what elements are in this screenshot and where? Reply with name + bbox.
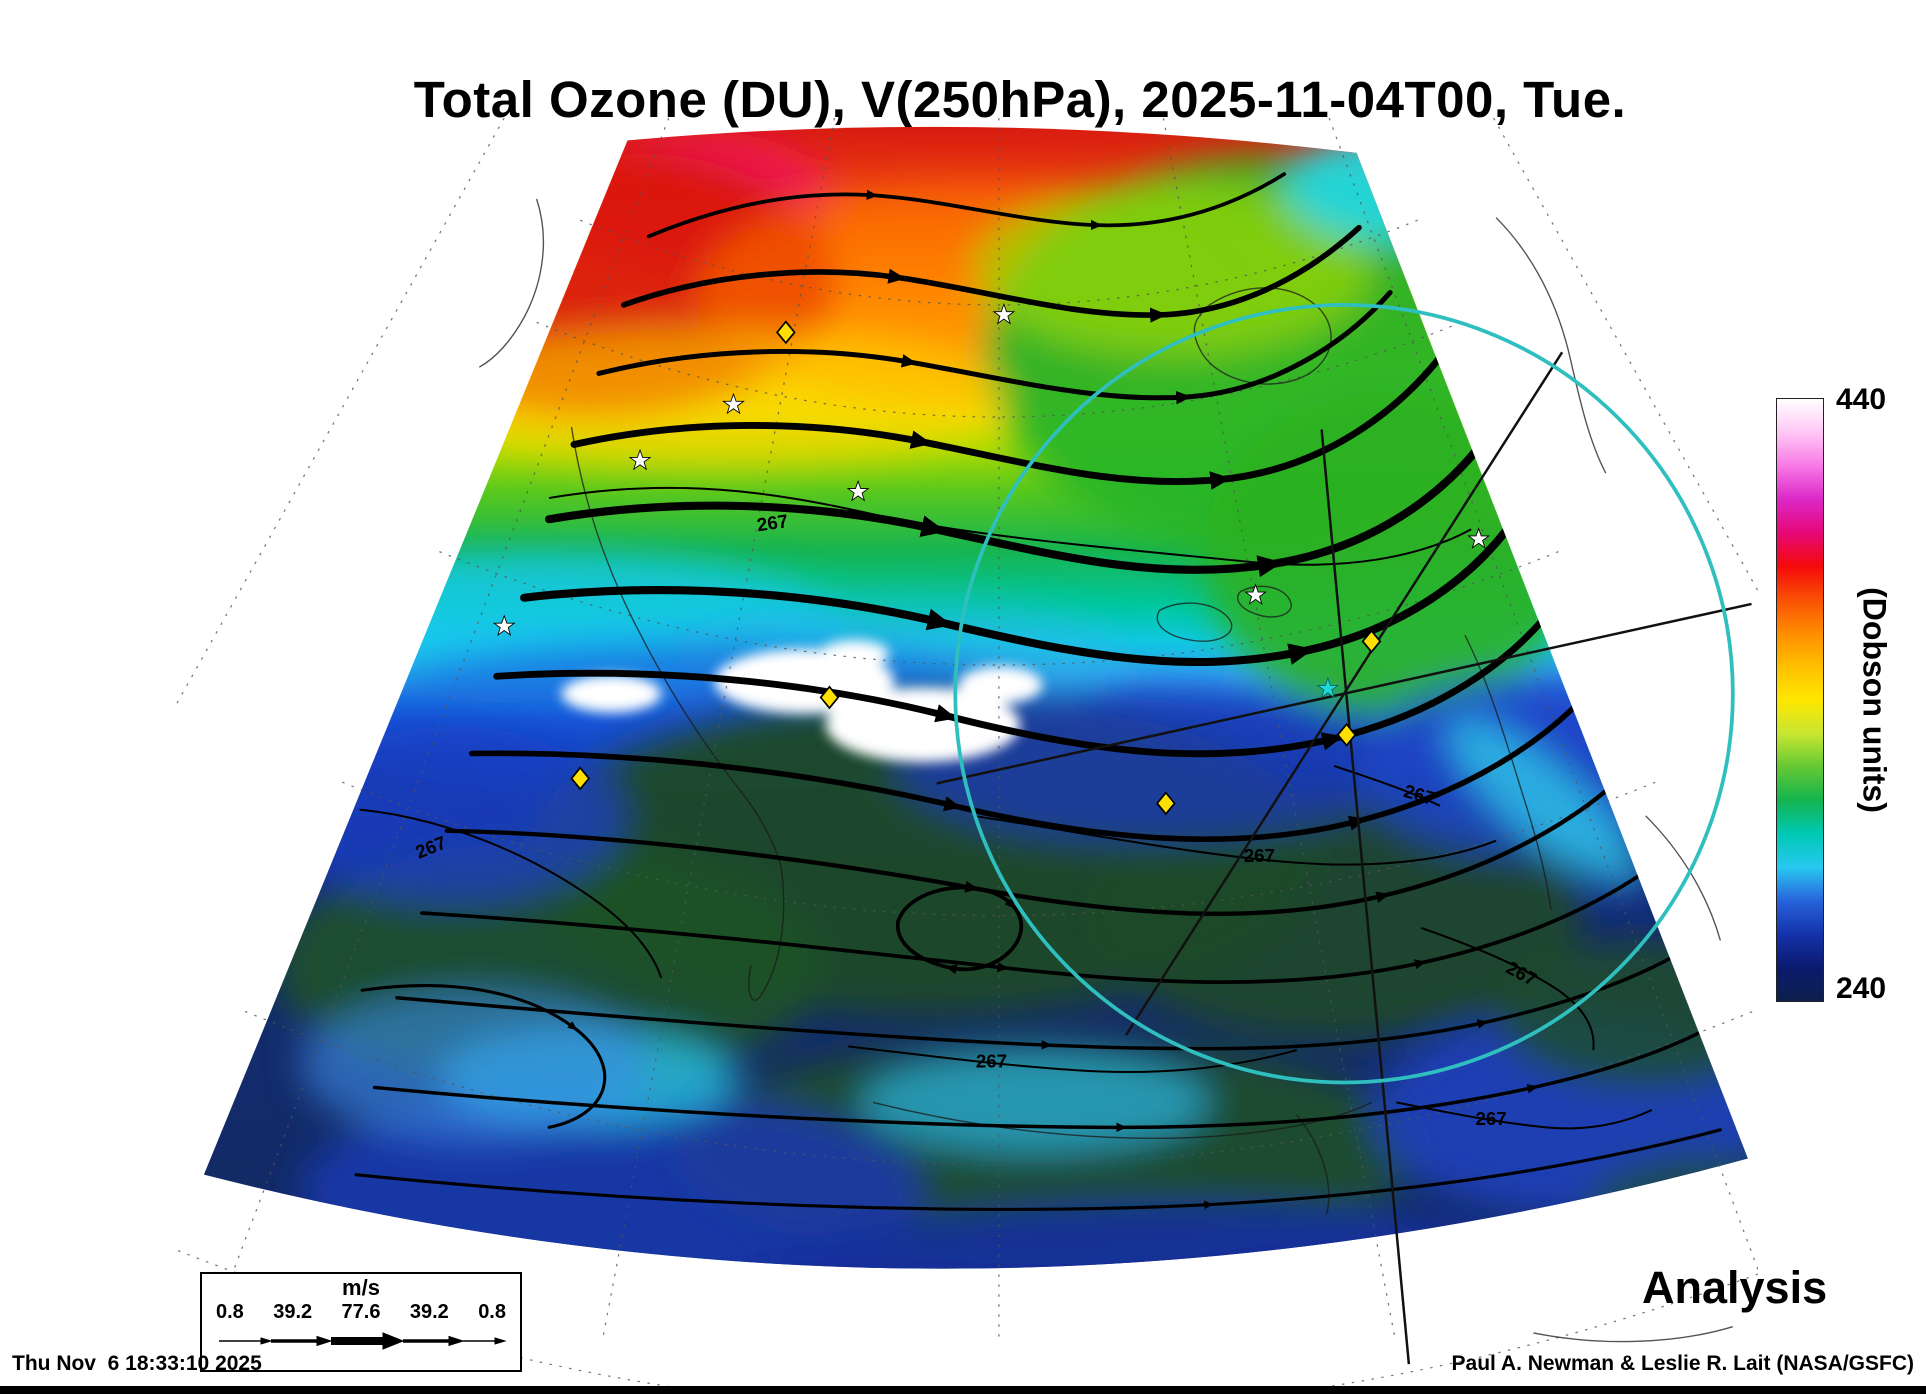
bottom-border bbox=[0, 1386, 1926, 1394]
cross-section-lines bbox=[936, 351, 1752, 1365]
wind-legend-values: 0.8 39.2 77.6 39.2 0.8 bbox=[202, 1300, 520, 1324]
wind-arrowhead bbox=[494, 1337, 507, 1345]
wind-legend-value: 77.6 bbox=[341, 1301, 381, 1323]
wind-legend-value: 0.8 bbox=[478, 1301, 506, 1323]
coastlines bbox=[478, 198, 1734, 1343]
contour-label: 267 bbox=[976, 1051, 1007, 1072]
colorbar-units-label: (Dobson units) bbox=[1856, 587, 1893, 813]
wind-speed-legend: m/s 0.8 39.2 77.6 39.2 0.8 bbox=[200, 1272, 522, 1372]
wind-legend-units: m/s bbox=[342, 1275, 380, 1300]
page-title: Total Ozone (DU), V(250hPa), 2025-11-04T… bbox=[413, 71, 1627, 129]
ozone-map: 267 267 267 267 267 267 267 bbox=[175, 118, 1758, 1389]
wind-legend-value: 0.8 bbox=[216, 1301, 244, 1323]
contour-label: 267 bbox=[1476, 1108, 1507, 1129]
analysis-label: Analysis bbox=[1642, 1262, 1828, 1313]
contour-label: 267 bbox=[1244, 845, 1275, 866]
wind-arrowhead bbox=[316, 1335, 333, 1347]
colorbar-min-label: 240 bbox=[1836, 972, 1887, 1005]
contour-label: 267 bbox=[756, 510, 790, 535]
timestamp: Thu Nov 6 18:33:10 2025 bbox=[12, 1352, 262, 1375]
ozone-field bbox=[203, 126, 1748, 1269]
wind-scale-arrows bbox=[219, 1332, 507, 1350]
wind-arrowhead bbox=[448, 1335, 465, 1347]
wind-legend-value: 39.2 bbox=[409, 1301, 449, 1323]
colorbar-max-label: 440 bbox=[1836, 383, 1887, 416]
wind-arrowhead bbox=[260, 1337, 273, 1345]
wind-streamlines bbox=[354, 172, 1748, 1269]
credit: Paul A. Newman & Leslie R. Lait (NASA/GS… bbox=[1451, 1352, 1914, 1375]
colorbar-gradient bbox=[1776, 398, 1824, 1002]
wind-legend-value: 39.2 bbox=[273, 1301, 313, 1323]
wind-arrowhead bbox=[382, 1332, 405, 1350]
range-circle-overlay bbox=[953, 303, 1735, 1085]
